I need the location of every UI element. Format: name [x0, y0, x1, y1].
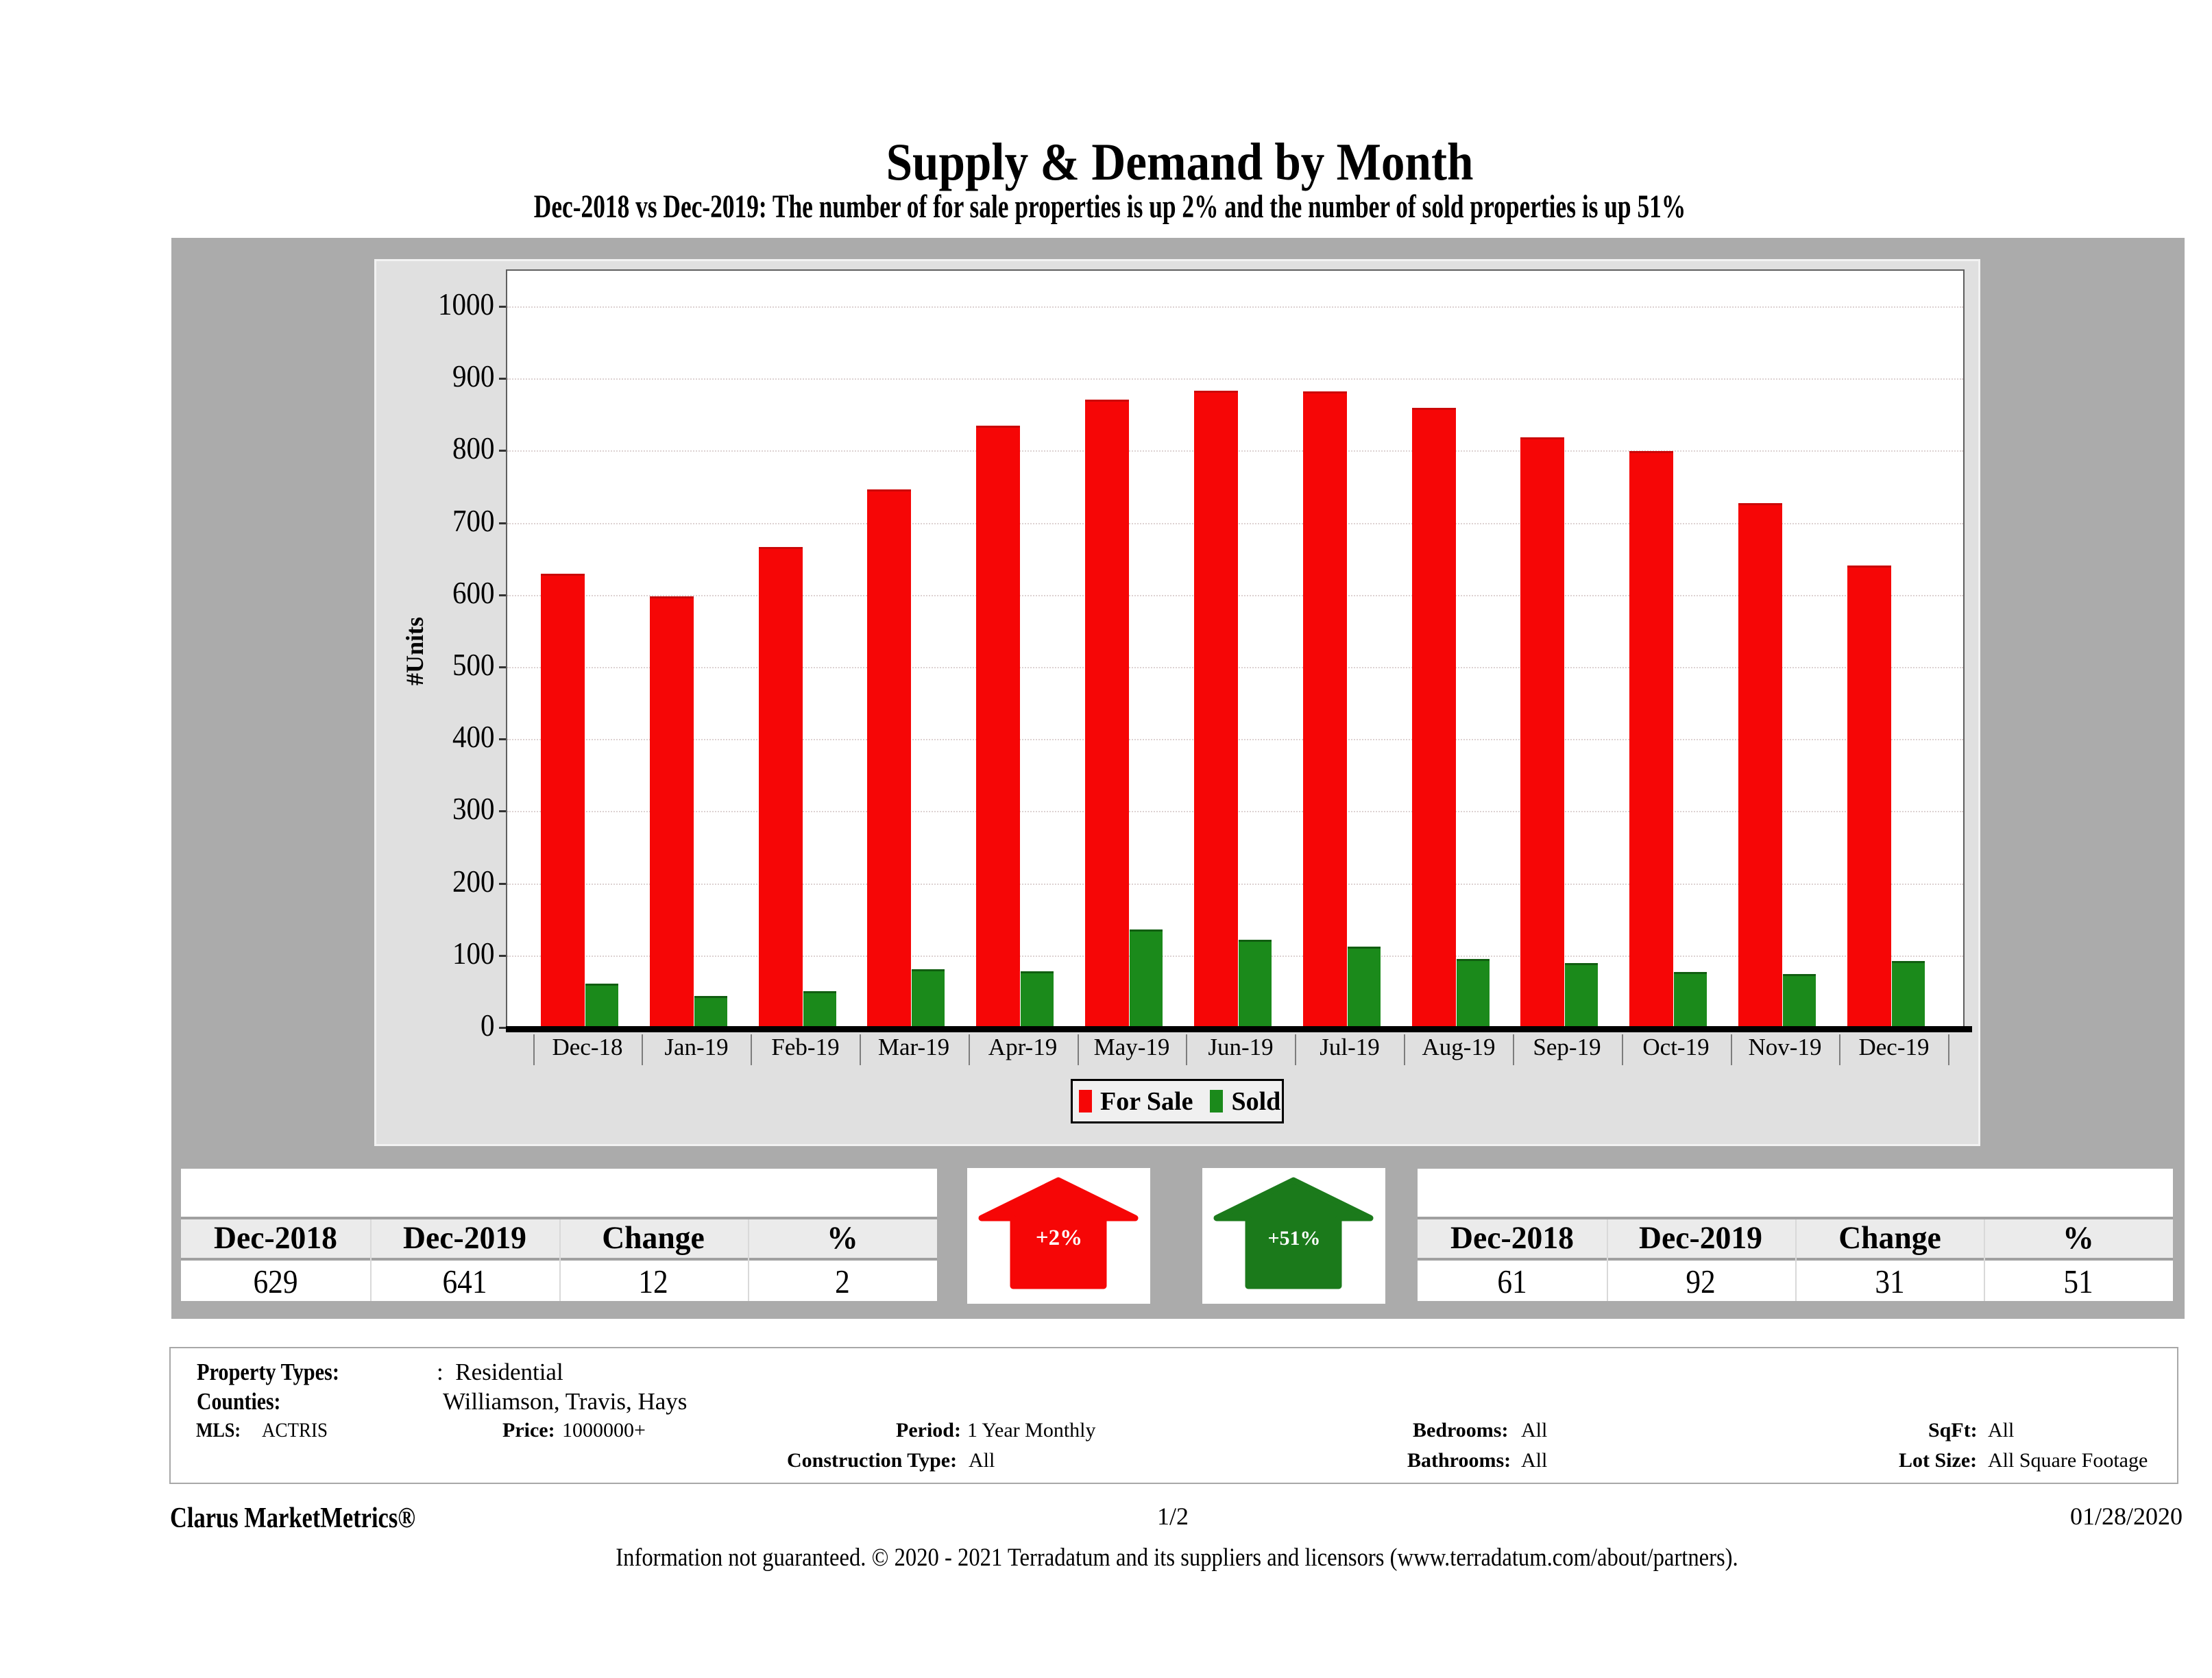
svg-text:+2%: +2% — [1036, 1226, 1082, 1250]
svg-text:+51%: +51% — [1267, 1227, 1320, 1250]
